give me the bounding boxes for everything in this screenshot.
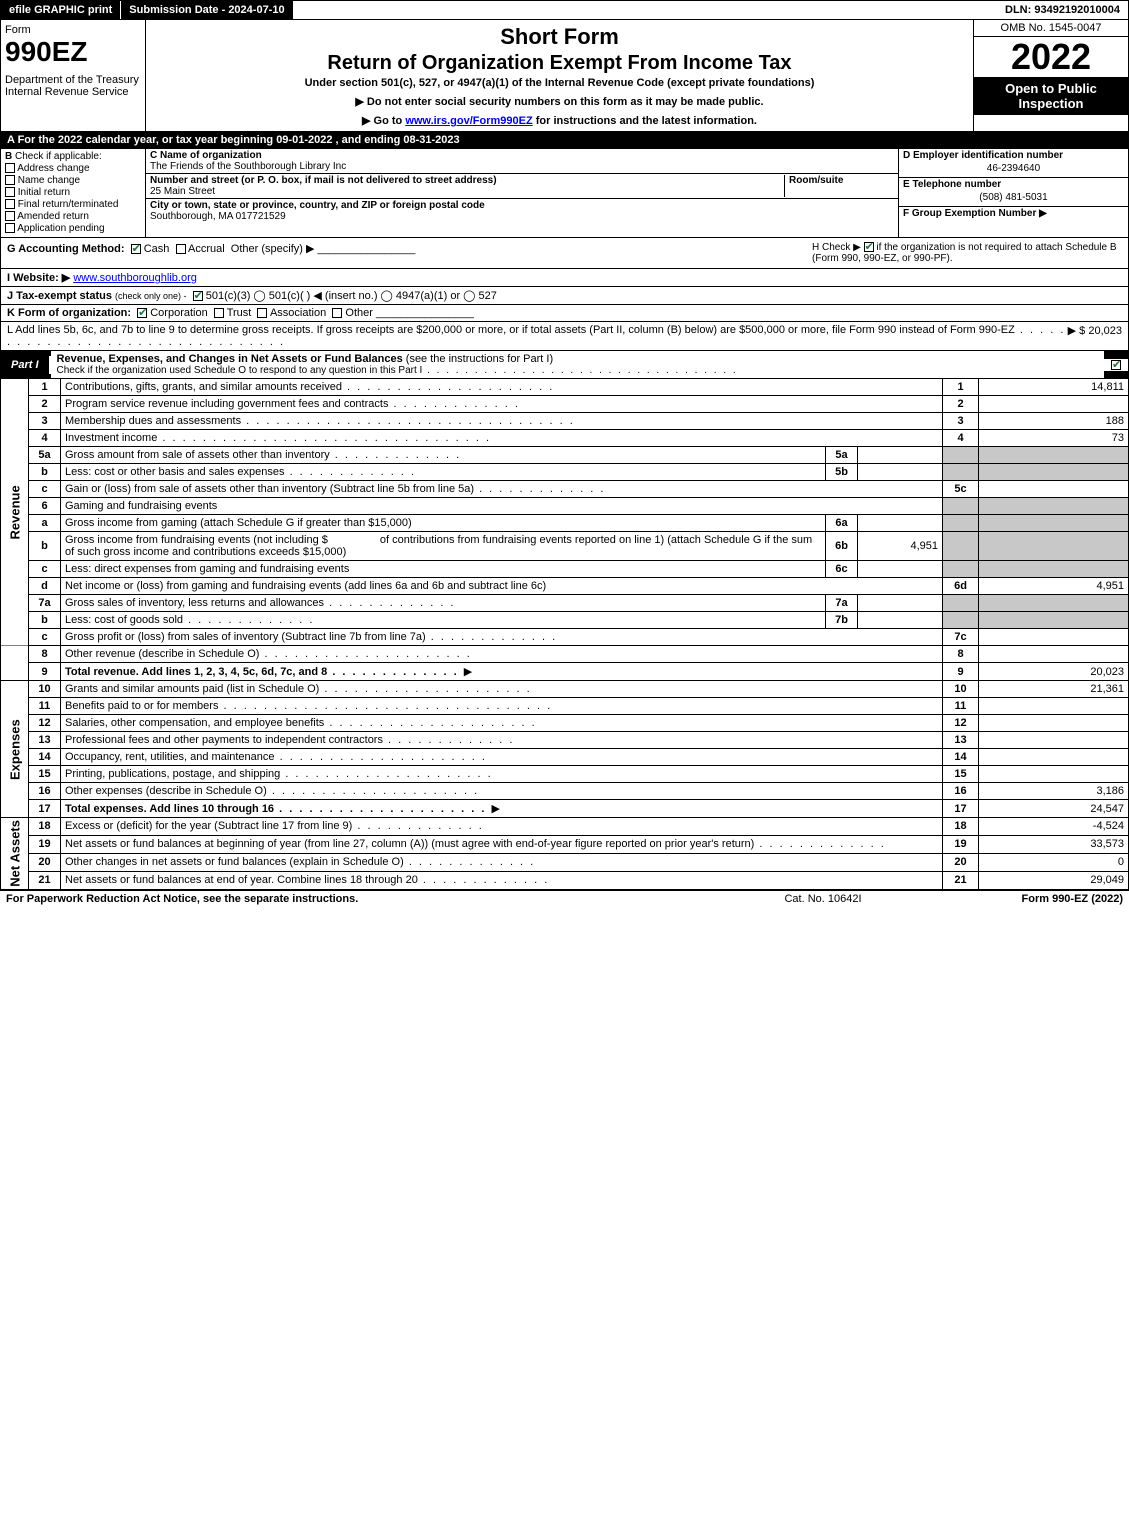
form-word: Form (5, 24, 141, 36)
name-change-checkbox[interactable]: Name change (5, 175, 141, 186)
footer-cat: Cat. No. 10642I (723, 893, 923, 905)
row-g-h: G Accounting Method: Cash Accrual Other … (0, 238, 1129, 269)
line-15-value (979, 766, 1129, 783)
form-subtitle: Under section 501(c), 527, or 4947(a)(1)… (154, 77, 965, 89)
footer-left: For Paperwork Reduction Act Notice, see … (6, 893, 723, 905)
line-4-value: 73 (979, 430, 1129, 447)
tax-year: 2022 (974, 37, 1128, 77)
line-6a-value (858, 515, 943, 532)
line-10-value: 21,361 (979, 681, 1129, 698)
website-link[interactable]: www.southboroughlib.org (73, 272, 197, 284)
line-5a-value (858, 447, 943, 464)
addr-change-checkbox[interactable]: Address change (5, 163, 141, 174)
topbar: efile GRAPHIC print Submission Date - 20… (0, 0, 1129, 20)
schedule-o-checkbox[interactable] (1111, 360, 1121, 370)
row-i: I Website: ▶ www.southboroughlib.org (0, 269, 1129, 287)
form-header: Form 990EZ Department of the Treasury In… (0, 20, 1129, 132)
expenses-sidelabel: Expenses (1, 681, 29, 818)
schedule-b-checkbox[interactable] (864, 242, 874, 252)
footer-form: Form 990-EZ (2022) (923, 893, 1123, 905)
501c3-checkbox[interactable] (193, 291, 203, 301)
line-7b-value (858, 612, 943, 629)
page-footer: For Paperwork Reduction Act Notice, see … (0, 890, 1129, 907)
line-1-value: 14,811 (979, 379, 1129, 396)
accrual-checkbox[interactable] (176, 244, 186, 254)
row-j: J Tax-exempt status (check only one) - 5… (0, 287, 1129, 305)
dln-label: DLN: 93492192010004 (997, 1, 1128, 19)
line-6c-value (858, 561, 943, 578)
initial-return-checkbox[interactable]: Initial return (5, 187, 141, 198)
form-title: Return of Organization Exempt From Incom… (154, 52, 965, 75)
line-13-value (979, 732, 1129, 749)
org-name: The Friends of the Southborough Library … (150, 161, 346, 172)
application-pending-checkbox[interactable]: Application pending (5, 223, 141, 234)
amended-return-checkbox[interactable]: Amended return (5, 211, 141, 222)
line-5b-value (858, 464, 943, 481)
form-note-2: ▶ Go to www.irs.gov/Form990EZ for instru… (154, 114, 965, 127)
line-8-value (979, 646, 1129, 663)
line-17-value: 24,547 (979, 800, 1129, 818)
submission-date: Submission Date - 2024-07-10 (121, 1, 292, 19)
short-form-title: Short Form (154, 24, 965, 50)
col-c: C Name of organizationThe Friends of the… (146, 149, 898, 237)
revenue-table: Revenue 1Contributions, gifts, grants, a… (0, 379, 1129, 890)
revenue-sidelabel: Revenue (1, 379, 29, 646)
col-b: B Check if applicable: Address change Na… (1, 149, 146, 237)
line-7c-value (979, 629, 1129, 646)
efile-print-button[interactable]: efile GRAPHIC print (1, 1, 121, 19)
line-11-value (979, 698, 1129, 715)
line-5c-value (979, 481, 1129, 498)
line-14-value (979, 749, 1129, 766)
part-i-header: Part I Revenue, Expenses, and Changes in… (0, 351, 1129, 379)
cash-checkbox[interactable] (131, 244, 141, 254)
line-9-value: 20,023 (979, 663, 1129, 681)
ein: 46-2394640 (903, 161, 1124, 176)
line-3-value: 188 (979, 413, 1129, 430)
line-6d-value: 4,951 (979, 578, 1129, 595)
line-16-value: 3,186 (979, 783, 1129, 800)
col-d-e-f: D Employer identification number46-23946… (898, 149, 1128, 237)
form-number: 990EZ (5, 36, 141, 68)
row-l: L Add lines 5b, 6c, and 7b to line 9 to … (0, 322, 1129, 351)
line-20-value: 0 (979, 853, 1129, 871)
irs-link[interactable]: www.irs.gov/Form990EZ (405, 115, 532, 127)
department-label: Department of the Treasury Internal Reve… (5, 74, 141, 98)
org-city: Southborough, MA 017721529 (150, 211, 286, 222)
omb-number: OMB No. 1545-0047 (974, 20, 1128, 37)
netassets-sidelabel: Net Assets (1, 818, 29, 890)
line-21-value: 29,049 (979, 871, 1129, 889)
org-street: 25 Main Street (150, 186, 215, 197)
gross-receipts: $ 20,023 (1079, 325, 1122, 337)
line-6b-value: 4,951 (858, 532, 943, 561)
line-2-value (979, 396, 1129, 413)
group-exemption (903, 219, 1124, 223)
corporation-checkbox[interactable] (137, 308, 147, 318)
line-7a-value (858, 595, 943, 612)
row-a: A For the 2022 calendar year, or tax yea… (0, 132, 1129, 149)
section-b-c-d: B Check if applicable: Address change Na… (0, 149, 1129, 238)
open-to-public: Open to Public Inspection (974, 77, 1128, 115)
line-19-value: 33,573 (979, 835, 1129, 853)
form-note-1: ▶ Do not enter social security numbers o… (154, 95, 965, 108)
line-18-value: -4,524 (979, 818, 1129, 836)
final-return-checkbox[interactable]: Final return/terminated (5, 199, 141, 210)
trust-checkbox[interactable] (214, 308, 224, 318)
other-org-checkbox[interactable] (332, 308, 342, 318)
telephone: (508) 481-5031 (903, 190, 1124, 205)
row-k: K Form of organization: Corporation Trus… (0, 305, 1129, 322)
line-12-value (979, 715, 1129, 732)
association-checkbox[interactable] (257, 308, 267, 318)
